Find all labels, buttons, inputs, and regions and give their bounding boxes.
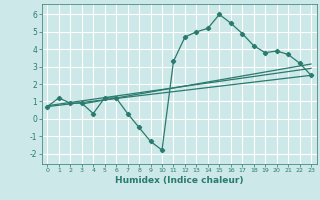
X-axis label: Humidex (Indice chaleur): Humidex (Indice chaleur) bbox=[115, 176, 244, 185]
